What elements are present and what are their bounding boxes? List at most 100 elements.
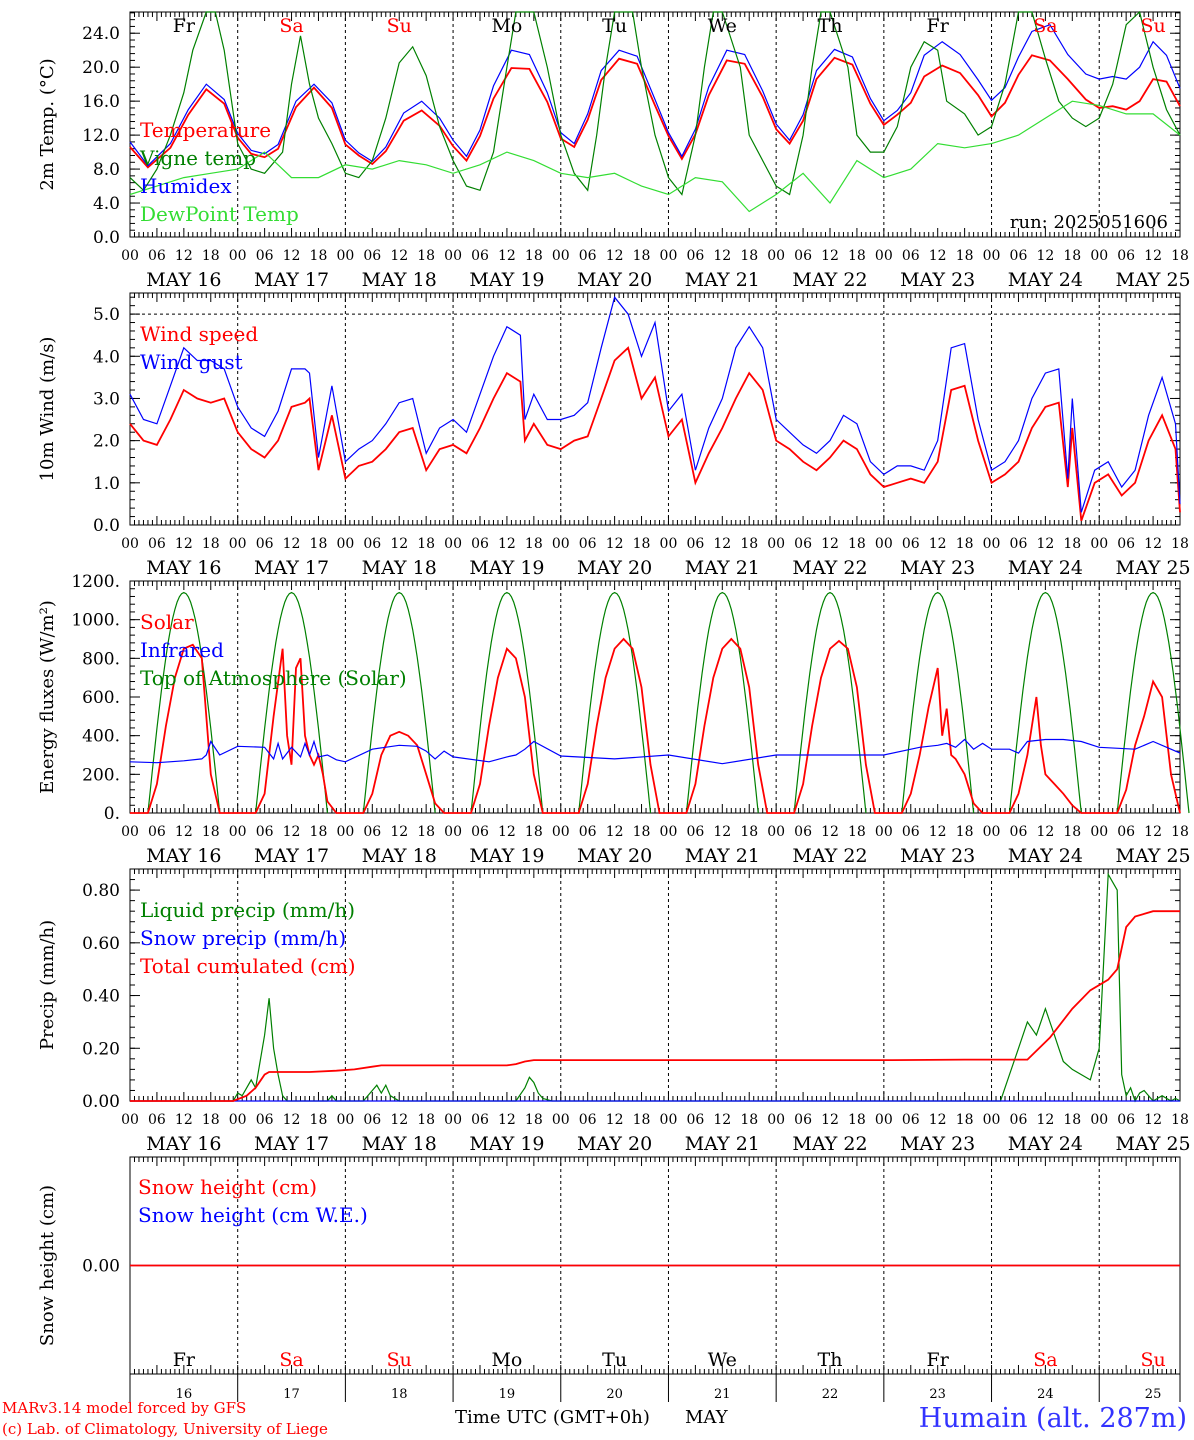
hour-tick-label: 00 (1090, 536, 1108, 552)
hour-tick-label: 00 (767, 248, 785, 264)
y-tick-label: 0. (104, 804, 120, 824)
hour-tick-label: 06 (1117, 248, 1135, 264)
day-label: MAY 25 (1115, 557, 1190, 579)
hour-tick-label: 06 (256, 248, 274, 264)
hour-tick-label: 12 (713, 1112, 731, 1128)
hour-tick-label: 06 (1117, 536, 1135, 552)
y-tick-label: 0.0 (93, 228, 120, 248)
hour-tick-label: 12 (821, 536, 839, 552)
day-label: MAY 18 (362, 1133, 437, 1155)
day-label: MAY 18 (362, 269, 437, 291)
hour-tick-label: 18 (202, 248, 220, 264)
y-tick-label: 0.00 (82, 1092, 120, 1112)
hour-tick-label: 00 (552, 824, 570, 840)
day-label: MAY 18 (362, 845, 437, 867)
footer: MARv3.14 model forced by GFS (c) Lab. of… (2, 1399, 1187, 1438)
plot-frame (129, 292, 1181, 526)
day-label: MAY 17 (254, 557, 329, 579)
hour-tick-label: 06 (794, 824, 812, 840)
weekday-label: Sa (279, 15, 303, 37)
weekday-label: Th (818, 1349, 843, 1371)
hour-tick-label: 18 (740, 248, 758, 264)
y-tick-label: 0.60 (82, 934, 120, 954)
day-label: MAY 19 (469, 557, 544, 579)
hour-tick-label: 06 (1117, 1112, 1135, 1128)
hour-tick-label: 18 (310, 824, 328, 840)
hour-tick-label: 06 (363, 1112, 381, 1128)
hour-tick-label: 06 (579, 536, 597, 552)
day-label: MAY 21 (685, 1133, 760, 1155)
y-tick-label: 0.80 (82, 881, 120, 901)
hour-tick-label: 00 (875, 824, 893, 840)
hour-tick-label: 18 (417, 1112, 435, 1128)
day-label: MAY 25 (1115, 845, 1190, 867)
hour-tick-label: 18 (848, 248, 866, 264)
day-label: MAY 16 (146, 845, 221, 867)
hour-tick-label: 12 (1036, 1112, 1054, 1128)
legend-entry: Top of Atmosphere (Solar) (140, 666, 407, 690)
legend-entry: Temperature (140, 118, 271, 142)
hour-tick-label: 00 (660, 248, 678, 264)
hour-tick-label: 12 (821, 248, 839, 264)
legend-entry: Snow height (cm W.E.) (138, 1203, 368, 1227)
hour-tick-label: 12 (713, 536, 731, 552)
y-axis-label: 10m Wind (m/s) (37, 337, 58, 482)
hour-tick-label: 06 (256, 1112, 274, 1128)
hour-tick-label: 18 (525, 248, 543, 264)
month-label: MAY (685, 1407, 729, 1428)
series-wind-gust (129, 295, 1181, 513)
day-label: MAY 24 (1008, 269, 1083, 291)
hour-tick-label: 12 (929, 248, 947, 264)
day-number: 23 (929, 1387, 946, 1402)
y-tick-label: 0.40 (82, 987, 120, 1007)
weekday-label: We (708, 1349, 737, 1371)
day-label: MAY 23 (900, 557, 975, 579)
y-tick-label: 24.0 (82, 24, 120, 44)
hour-tick-label: 00 (983, 1112, 1001, 1128)
hour-tick-label: 00 (875, 1112, 893, 1128)
hour-tick-label: 18 (633, 536, 651, 552)
legend-entry: Solar (140, 610, 194, 634)
hour-tick-label: 12 (498, 824, 516, 840)
hour-tick-label: 12 (606, 824, 624, 840)
day-label: MAY 22 (792, 1133, 867, 1155)
legend-entry: Total cumulated (cm) (140, 954, 356, 978)
hour-tick-label: 06 (363, 824, 381, 840)
hour-tick-label: 06 (1010, 824, 1028, 840)
day-label: MAY 19 (469, 1133, 544, 1155)
y-axis-label: 2m Temp. (°C) (37, 58, 58, 190)
hour-tick-label: 06 (1010, 536, 1028, 552)
panel-5: 0.00 Snow height (cm) Snow height (cm) Snow… (37, 1156, 1181, 1402)
panel-3: 0. 200. 400. 600. 800. 1000. 1200. Energy fluxe… (37, 572, 1191, 867)
hour-tick-label: 00 (1090, 824, 1108, 840)
y-tick-label: 0.20 (82, 1039, 120, 1059)
hour-tick-label: 18 (633, 824, 651, 840)
hour-tick-label: 18 (310, 1112, 328, 1128)
series-total-cumulated-cm (130, 910, 1180, 1102)
hour-tick-label: 00 (229, 248, 247, 264)
hour-tick-label: 18 (202, 824, 220, 840)
hour-tick-label: 18 (310, 248, 328, 264)
hour-tick-label: 18 (848, 824, 866, 840)
hour-tick-label: 06 (794, 1112, 812, 1128)
y-tick-label: 0.00 (82, 1257, 120, 1277)
day-label: MAY 22 (792, 269, 867, 291)
weekday-label: Fr (927, 1349, 950, 1371)
y-tick-label: 3.0 (93, 389, 120, 409)
day-label: MAY 24 (1008, 845, 1083, 867)
hour-tick-label: 12 (283, 248, 301, 264)
day-label: MAY 20 (577, 269, 652, 291)
legend-entry: Wind speed (140, 322, 258, 346)
hour-tick-label: 12 (606, 248, 624, 264)
hour-tick-label: 18 (848, 1112, 866, 1128)
day-label: MAY 23 (900, 1133, 975, 1155)
panel-1: 0.0 4.0 8.0 12.0 16.0 20.0 24.0 2m Temp. (°C) Te… (37, 10, 1191, 291)
hour-tick-label: 12 (1036, 248, 1054, 264)
hour-tick-label: 18 (848, 536, 866, 552)
day-number: 24 (1037, 1387, 1054, 1402)
day-number: 20 (606, 1387, 623, 1402)
y-axis-label: Precip (mm/h) (37, 920, 58, 1050)
hour-tick-label: 12 (175, 1112, 193, 1128)
hour-tick-label: 06 (148, 824, 166, 840)
hour-tick-label: 18 (740, 536, 758, 552)
